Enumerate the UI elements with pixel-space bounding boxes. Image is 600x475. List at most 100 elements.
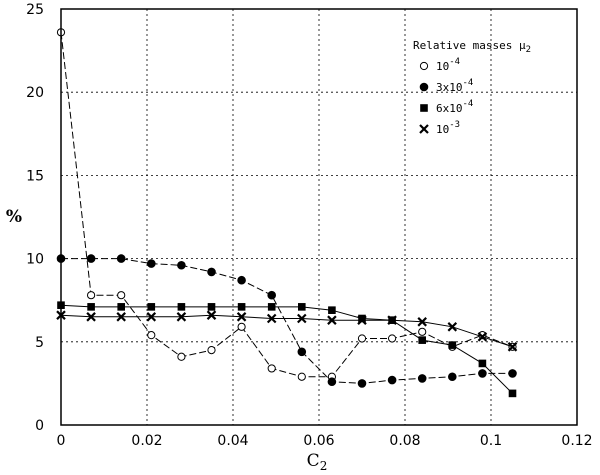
data-point xyxy=(357,379,367,388)
legend-marker xyxy=(419,61,429,71)
data-point xyxy=(508,389,517,398)
data-point xyxy=(387,315,397,325)
data-point xyxy=(177,352,186,361)
data-point xyxy=(267,303,276,311)
legend-item: 6x10-4 xyxy=(420,99,473,115)
tick-labels: 0 0.02 0.04 0.06 0.08 0.1 0.12 0 5 10 15 20 25 xyxy=(26,2,592,449)
data-point xyxy=(328,306,336,314)
data-point xyxy=(236,312,247,322)
data-point xyxy=(237,303,246,311)
data-point xyxy=(116,254,126,263)
data-point xyxy=(266,313,277,324)
data-point xyxy=(176,312,187,322)
series-x xyxy=(56,310,518,352)
data-point xyxy=(357,334,367,343)
data-point xyxy=(418,327,427,336)
data-point xyxy=(477,332,488,342)
data-point xyxy=(478,369,487,378)
data-point xyxy=(388,334,397,343)
data-point xyxy=(447,322,458,332)
y-tick-label: 10 xyxy=(26,252,44,268)
data-point xyxy=(177,303,186,311)
data-point xyxy=(146,312,157,322)
series-layer xyxy=(56,28,518,398)
legend-marker xyxy=(420,104,428,112)
legend-label-superscript: -3 xyxy=(449,120,460,130)
data-point xyxy=(297,347,307,357)
legend-marker xyxy=(419,82,429,92)
data-point xyxy=(327,377,337,387)
x-tick-label: 0 xyxy=(57,433,66,449)
data-point xyxy=(267,290,277,300)
legend-item: 10-4 xyxy=(419,57,460,73)
data-point xyxy=(507,342,518,352)
series-line xyxy=(60,314,513,348)
data-point xyxy=(86,312,96,322)
data-point xyxy=(508,369,517,378)
grid-lines xyxy=(61,9,577,425)
data-point xyxy=(478,359,487,368)
y-tick-label: 20 xyxy=(26,85,44,101)
series-filled-square xyxy=(57,301,517,398)
plot-area xyxy=(60,8,578,426)
data-point xyxy=(418,336,426,344)
data-point xyxy=(117,291,126,300)
x-tick-label: 0.02 xyxy=(131,433,162,449)
data-point xyxy=(237,322,246,331)
data-point xyxy=(327,315,337,325)
data-point xyxy=(86,254,96,263)
legend: Relative masses μ2 10-4 3x10-4 6x10-4 10-3 xyxy=(413,39,531,136)
data-point xyxy=(297,372,306,381)
data-point xyxy=(298,303,306,311)
legend-label: 3x10-4 xyxy=(436,78,473,94)
series-filled-circle xyxy=(56,254,517,388)
data-point xyxy=(87,303,95,311)
legend-title: Relative masses μ2 xyxy=(413,39,531,55)
x-tick-label: 0.04 xyxy=(217,433,248,449)
data-point xyxy=(147,331,156,340)
y-tick-label: 25 xyxy=(26,2,44,18)
x-tick-label: 0.06 xyxy=(303,433,334,449)
data-point xyxy=(207,303,216,311)
legend-label-superscript: -4 xyxy=(449,57,460,67)
data-point xyxy=(177,260,186,270)
data-point xyxy=(417,374,427,383)
data-point xyxy=(87,291,96,300)
data-point xyxy=(357,315,367,325)
legend-marker xyxy=(419,124,429,134)
x-axis-label-subscript: 2 xyxy=(320,459,328,473)
series-line xyxy=(60,304,513,394)
x-tick-label: 0.08 xyxy=(389,433,420,449)
data-point xyxy=(387,375,397,385)
x-tick-label: 0.12 xyxy=(561,433,592,449)
legend-label: 10-4 xyxy=(436,57,460,73)
data-point xyxy=(117,303,125,311)
data-point xyxy=(417,317,427,327)
legend-label-superscript: -4 xyxy=(463,78,474,88)
data-point xyxy=(207,346,216,355)
data-point xyxy=(206,310,217,320)
data-point xyxy=(267,364,276,373)
y-tick-label: 15 xyxy=(26,168,44,184)
y-tick-label: 0 xyxy=(35,418,44,434)
data-point xyxy=(358,314,366,323)
x-tick-label: 0.1 xyxy=(480,433,502,449)
series-line xyxy=(61,258,513,384)
data-point xyxy=(116,312,126,322)
data-point xyxy=(147,303,156,311)
legend-label: 6x10-4 xyxy=(436,99,473,115)
legend-title-subscript: 2 xyxy=(526,45,531,55)
legend-item: 3x10-4 xyxy=(419,78,473,94)
data-point xyxy=(448,372,457,382)
data-point xyxy=(237,275,246,285)
y-tick-label: 5 xyxy=(35,335,44,351)
data-point xyxy=(448,341,457,349)
data-point xyxy=(297,313,307,324)
y-axis-label: % xyxy=(6,207,22,227)
legend-label: 10-3 xyxy=(436,120,460,136)
legend-item: 10-3 xyxy=(419,120,460,136)
data-point xyxy=(147,259,156,268)
data-point xyxy=(207,267,216,277)
legend-label-superscript: -4 xyxy=(463,99,474,109)
